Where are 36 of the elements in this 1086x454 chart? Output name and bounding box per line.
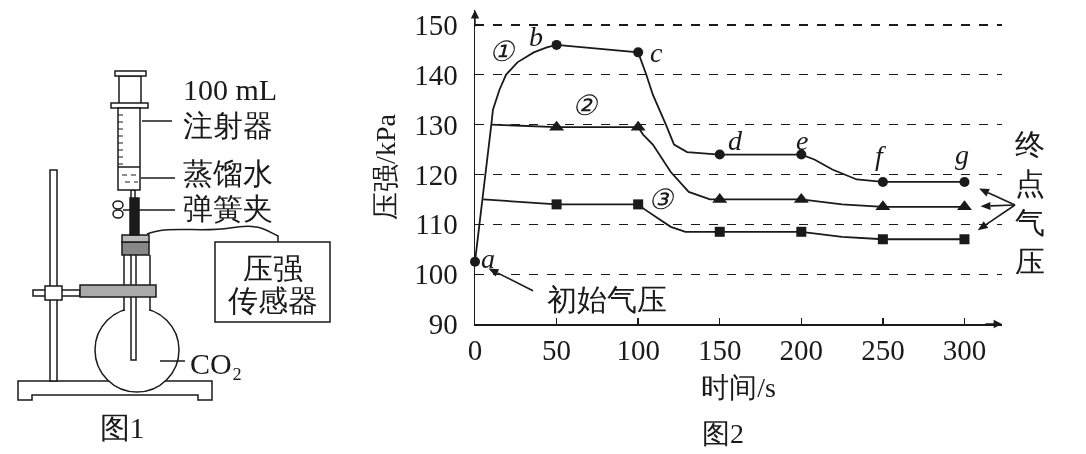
annotation: ② bbox=[572, 90, 599, 121]
x-axis-title: 时间/s bbox=[701, 372, 776, 404]
x-tick-label: 100 bbox=[616, 334, 660, 367]
x-tick-label: 250 bbox=[861, 334, 905, 367]
y-tick-label: 130 bbox=[414, 108, 458, 141]
annotation: c bbox=[650, 37, 663, 68]
y-tick-label: 120 bbox=[414, 158, 458, 191]
annotation: ③ bbox=[648, 184, 675, 215]
text: CO₂ bbox=[190, 346, 243, 382]
text: 图2 bbox=[702, 417, 744, 449]
text: 图1 bbox=[98, 410, 146, 446]
annotation: ① bbox=[489, 36, 516, 67]
annotation: e bbox=[796, 125, 809, 156]
text: 压强传感器 bbox=[226, 252, 319, 317]
annotation: a bbox=[481, 243, 495, 274]
y-tick-label: 100 bbox=[414, 258, 458, 291]
y-tick-label: 150 bbox=[414, 9, 458, 42]
annotation: g bbox=[955, 139, 969, 170]
x-tick-label: 200 bbox=[779, 334, 824, 367]
x-tick-label: 300 bbox=[942, 334, 987, 367]
x-tick-label: 150 bbox=[697, 334, 742, 367]
y-axis-title: 压强/kPa bbox=[370, 113, 402, 220]
annotation: d bbox=[728, 125, 743, 156]
annotation: f bbox=[875, 140, 886, 171]
x-tick-label: 50 bbox=[542, 334, 572, 367]
text: 注射器 bbox=[183, 108, 273, 144]
y-tick-label: 140 bbox=[414, 58, 458, 91]
annotation: 终点气压 bbox=[1015, 128, 1045, 278]
text: 蒸馏水 bbox=[183, 156, 273, 192]
text: 100 mL bbox=[183, 72, 278, 108]
y-tick-label: 110 bbox=[415, 208, 458, 241]
annotation: b bbox=[529, 21, 543, 52]
x-tick-label: 0 bbox=[467, 334, 483, 367]
annotation: 初始气压 bbox=[547, 283, 667, 316]
text: 弹簧夹 bbox=[183, 191, 273, 227]
y-tick-label: 90 bbox=[428, 308, 458, 341]
